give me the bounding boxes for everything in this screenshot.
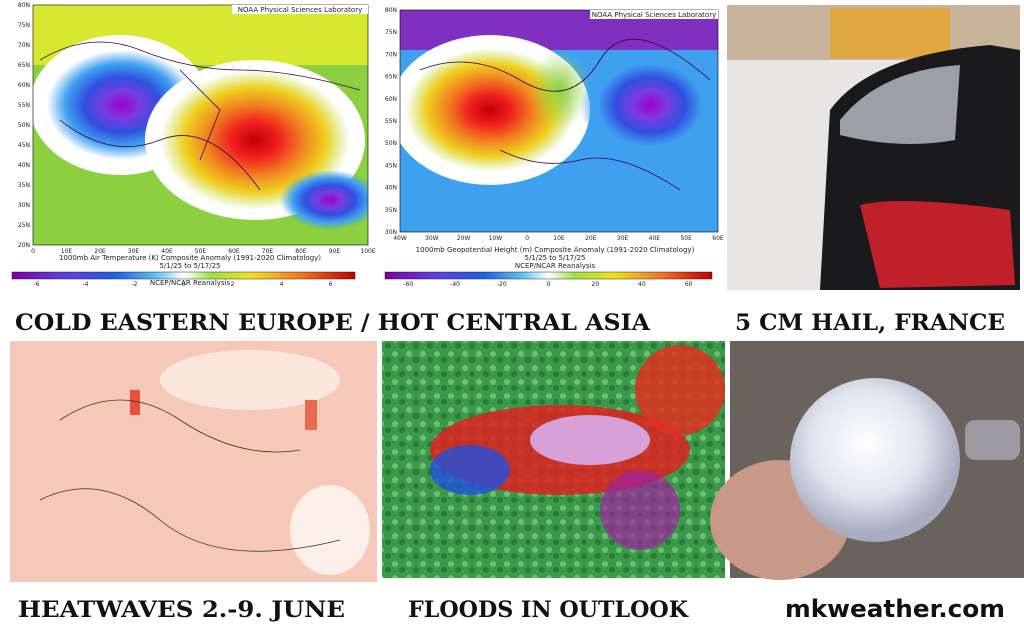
lon-label: 80E	[295, 248, 307, 255]
caption: 5 CM HAIL, FRANCE	[735, 310, 1005, 336]
car-photo	[727, 5, 1020, 290]
source: NOAA Physical Sciences Laboratory	[592, 11, 716, 19]
dates: 5/1/25 to 5/17/25	[160, 262, 221, 270]
lon-label: 20E	[585, 235, 597, 242]
lat-label: 25N	[18, 222, 30, 229]
lon-label: 0	[31, 248, 35, 255]
lon-label: 10E	[553, 235, 565, 242]
lat-label: 65N	[385, 74, 397, 81]
hail-photo	[710, 341, 1024, 580]
lon-label: 40W	[393, 235, 407, 242]
source-box	[590, 10, 718, 19]
colorbar-tick: 0	[547, 281, 551, 288]
caption: COLD EASTERN EUROPE / HOT CENTRAL ASIA	[15, 310, 651, 336]
lon-label: 90E	[329, 248, 341, 255]
colorbar-tick: -40	[450, 281, 460, 288]
lon-label: 10W	[489, 235, 503, 242]
lon-label: 30E	[128, 248, 140, 255]
lat-label: 75N	[18, 22, 30, 29]
colorbar-tick: 4	[280, 281, 284, 288]
lon-label: 100E	[360, 248, 375, 255]
lat-label: 45N	[385, 162, 397, 169]
colorbar-tick: 20	[591, 281, 599, 288]
colorbar-tick: -6	[34, 281, 40, 288]
lat-label: 40N	[385, 185, 397, 192]
colorbar-tick: -4	[83, 281, 89, 288]
map-frame	[399, 9, 719, 233]
colorbar-tick: 60	[685, 281, 693, 288]
colorbar-tick: 40	[638, 281, 646, 288]
colorbar-tick: -20	[497, 281, 507, 288]
lat-label: 70N	[18, 42, 30, 49]
lon-label: 30W	[425, 235, 439, 242]
colorbar-tick: 0	[182, 281, 186, 288]
flood-map	[382, 341, 725, 578]
lat-label: 50N	[385, 140, 397, 147]
lon-label: 10E	[61, 248, 73, 255]
colorbar-tick: -60	[403, 281, 413, 288]
lat-label: 45N	[18, 142, 30, 149]
credit: NCEP/NCAR Reanalysis	[515, 262, 596, 270]
lat-label: 70N	[385, 51, 397, 58]
lat-label: 65N	[18, 62, 30, 69]
lat-label: 20N	[18, 242, 30, 249]
lat-label: 30N	[18, 202, 30, 209]
map-title: 1000mb Geopotential Height (m) Composite…	[416, 246, 695, 254]
heatwave-map	[10, 341, 377, 582]
lat-label: 55N	[18, 102, 30, 109]
lon-label: 40E	[649, 235, 661, 242]
lon-label: 40E	[161, 248, 173, 255]
map-title: 1000mb Air Temperature (K) Composite Ano…	[59, 254, 321, 262]
lon-label: 0	[525, 235, 529, 242]
lat-label: 35N	[18, 182, 30, 189]
lat-label: 40N	[18, 162, 30, 169]
lon-label: 50E	[195, 248, 207, 255]
lat-label: 75N	[385, 29, 397, 36]
map-frame	[32, 4, 369, 246]
lon-label: 70E	[262, 248, 274, 255]
source-box	[232, 5, 368, 14]
lat-label: 80N	[18, 2, 30, 9]
colorbar-tick: -2	[132, 281, 138, 288]
website: mkweather.com	[785, 595, 1005, 623]
colorbar-tick: 2	[231, 281, 235, 288]
dates: 5/1/25 to 5/17/25	[525, 254, 586, 262]
lon-label: 60E	[712, 235, 724, 242]
lat-label: 50N	[18, 122, 30, 129]
colorbar	[11, 271, 356, 280]
height-map	[400, 10, 718, 232]
colorbar-tick: 6	[329, 281, 333, 288]
lon-label: 50E	[680, 235, 692, 242]
lat-label: 60N	[385, 96, 397, 103]
lon-label: 20W	[457, 235, 471, 242]
lon-label: 20E	[94, 248, 106, 255]
source: NOAA Physical Sciences Laboratory	[238, 6, 362, 14]
lat-label: 55N	[385, 118, 397, 125]
credit: NCEP/NCAR Reanalysis	[150, 279, 231, 287]
temperature-map	[33, 5, 368, 245]
colorbar	[384, 271, 713, 280]
lat-label: 80N	[385, 7, 397, 14]
caption: FLOODS IN OUTLOOK	[408, 597, 689, 623]
lon-label: 60E	[228, 248, 240, 255]
caption: HEATWAVES 2.-9. JUNE	[18, 597, 345, 623]
lat-label: 30N	[385, 229, 397, 236]
lat-label: 35N	[385, 207, 397, 214]
lat-label: 60N	[18, 82, 30, 89]
lon-label: 30E	[617, 235, 629, 242]
